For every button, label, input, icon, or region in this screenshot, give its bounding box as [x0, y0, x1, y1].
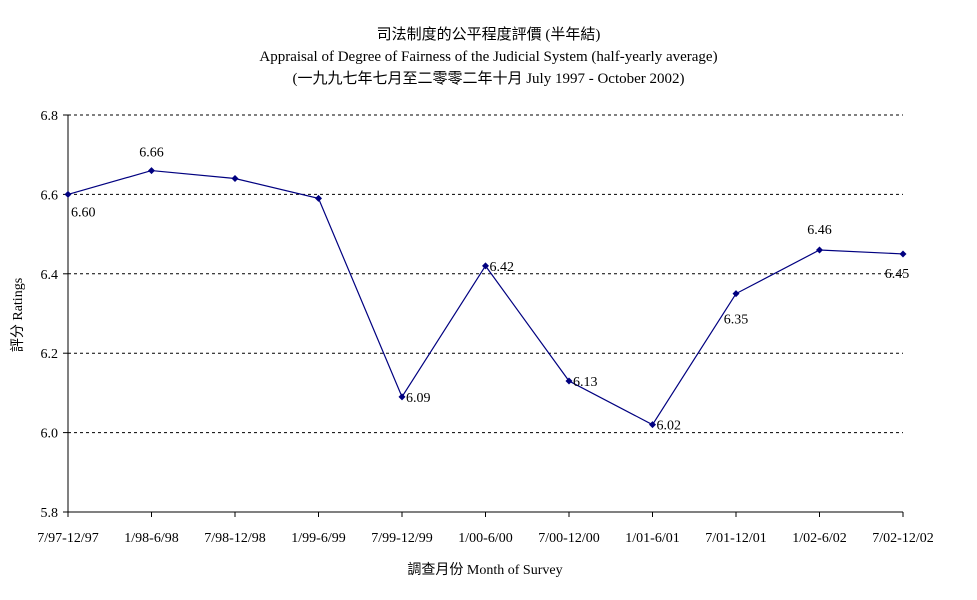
line-chart: 5.86.06.26.46.66.8 7/97-12/97 1/98-6/98 7/…	[0, 0, 977, 600]
data-label: 6.45	[885, 267, 910, 282]
data-point-marker	[900, 250, 907, 257]
x-tick-label: 7/99-12/99	[371, 531, 432, 546]
data-point-marker	[148, 167, 155, 174]
data-point-marker	[399, 393, 406, 400]
data-label: 6.02	[657, 419, 682, 434]
x-tick-label: 1/99-6/99	[291, 531, 345, 546]
series-line	[68, 171, 903, 425]
x-tick-label: 1/02-6/02	[792, 531, 846, 546]
data-point-marker	[816, 246, 823, 253]
data-point-marker	[232, 175, 239, 182]
y-tick-label: 6.4	[41, 268, 59, 283]
axes	[63, 115, 903, 517]
x-axis-title: 調查月份 Month of Survey	[407, 562, 562, 578]
x-tick-labels: 7/97-12/97 1/98-6/98 7/98-12/98 1/99-6/99 7/…	[37, 531, 933, 546]
data-point-marker	[733, 290, 740, 297]
data-label: 6.09	[406, 391, 431, 406]
x-tick-label: 1/01-6/01	[625, 531, 679, 546]
x-tick-label: 7/98-12/98	[204, 531, 265, 546]
x-tick-label: 1/00-6/00	[458, 531, 512, 546]
y-tick-label: 5.8	[41, 506, 59, 521]
y-tick-label: 6.8	[41, 109, 59, 124]
x-tick-label: 7/97-12/97	[37, 531, 98, 546]
y-tick-label: 6.0	[41, 427, 59, 442]
data-point-marker	[315, 195, 322, 202]
x-tick-label: 7/02-12/02	[872, 531, 933, 546]
x-tick-label: 7/01-12/01	[705, 531, 766, 546]
data-labels: 6.60 6.66 6.09 6.42 6.13 6.02 6.35 6.46 6.45	[71, 146, 909, 434]
y-tick-label: 6.2	[41, 347, 59, 362]
y-axis-title: 評分 Ratings	[10, 278, 26, 352]
y-tick-labels: 5.8 6.0 6.2 6.4 6.6 6.8	[41, 109, 59, 521]
y-tick-label: 6.6	[41, 188, 59, 203]
x-tick-label: 1/98-6/98	[124, 531, 178, 546]
data-label: 6.13	[573, 375, 598, 390]
data-point-marker	[65, 191, 72, 198]
data-point-marker	[649, 421, 656, 428]
data-label: 6.42	[490, 260, 515, 275]
data-label: 6.60	[71, 205, 96, 220]
data-label: 6.46	[807, 223, 832, 238]
data-points	[65, 167, 907, 428]
series-lines	[68, 171, 903, 425]
grid-lines	[68, 115, 903, 433]
x-tick-label: 7/00-12/00	[538, 531, 599, 546]
data-label: 6.35	[724, 313, 749, 328]
data-label: 6.66	[139, 146, 164, 161]
